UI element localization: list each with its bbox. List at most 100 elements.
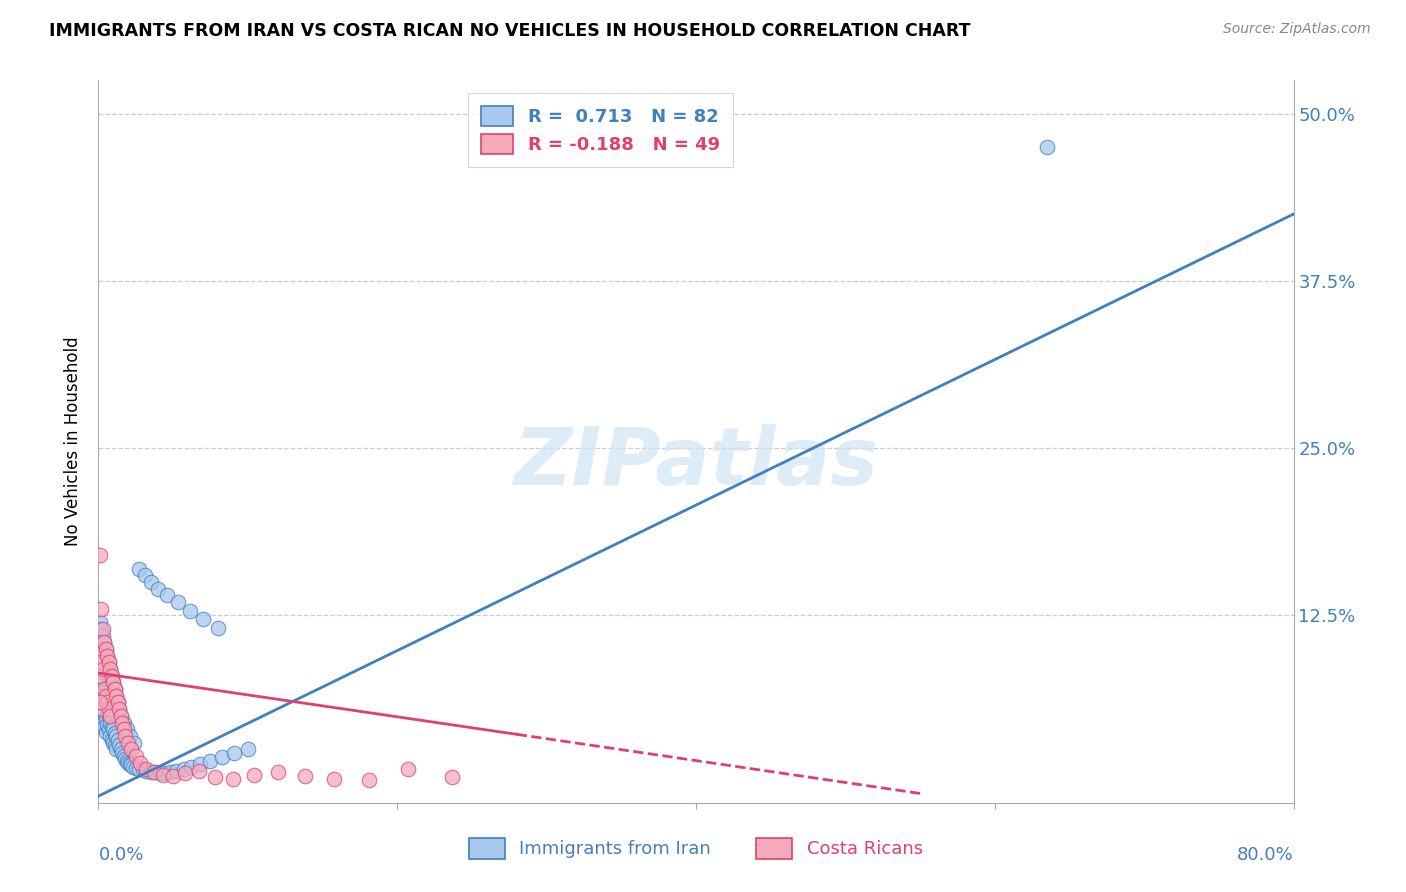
Y-axis label: No Vehicles in Household: No Vehicles in Household xyxy=(65,336,83,547)
Point xyxy=(111,715,134,730)
Point xyxy=(112,749,135,764)
Text: 0.0%: 0.0% xyxy=(98,847,143,864)
Point xyxy=(132,762,155,776)
Point xyxy=(89,696,111,710)
Point xyxy=(107,696,129,710)
Point xyxy=(90,689,112,703)
Point xyxy=(98,729,122,743)
Point xyxy=(98,708,122,723)
Point xyxy=(112,723,135,737)
Point xyxy=(149,766,172,780)
Point xyxy=(152,767,174,781)
Point xyxy=(200,755,222,769)
Point xyxy=(105,689,128,703)
Point xyxy=(125,749,148,764)
Point xyxy=(111,746,134,760)
Point xyxy=(156,589,179,603)
Point xyxy=(89,671,111,685)
Point xyxy=(91,702,114,716)
Text: IMMIGRANTS FROM IRAN VS COSTA RICAN NO VEHICLES IN HOUSEHOLD CORRELATION CHART: IMMIGRANTS FROM IRAN VS COSTA RICAN NO V… xyxy=(49,22,970,40)
Point xyxy=(105,729,128,743)
Point xyxy=(97,723,120,737)
Point xyxy=(114,751,136,765)
Point xyxy=(128,562,150,576)
Point xyxy=(357,772,380,788)
Point xyxy=(96,648,118,663)
Point xyxy=(188,756,211,771)
Point xyxy=(97,655,120,669)
Point xyxy=(135,764,157,778)
Point xyxy=(174,766,197,780)
Point xyxy=(224,746,246,760)
Point xyxy=(107,696,129,710)
Point xyxy=(97,655,120,669)
Point xyxy=(117,756,139,770)
Point xyxy=(89,642,111,657)
Point xyxy=(91,622,114,636)
Point xyxy=(104,739,127,753)
Point xyxy=(96,648,118,663)
Point xyxy=(91,715,114,730)
Point xyxy=(94,724,117,739)
Point xyxy=(118,729,141,743)
Point xyxy=(94,712,117,726)
Point xyxy=(93,681,115,696)
Point xyxy=(142,765,165,780)
Point xyxy=(90,696,112,710)
Point xyxy=(179,605,201,619)
Point xyxy=(173,762,195,776)
Point xyxy=(103,723,125,737)
Point xyxy=(105,689,128,703)
Point xyxy=(166,595,188,609)
Point xyxy=(94,642,117,657)
Point xyxy=(90,622,112,636)
Point xyxy=(115,723,138,737)
Point xyxy=(1036,140,1059,154)
Point xyxy=(267,765,290,780)
Point xyxy=(139,765,162,780)
Point xyxy=(191,613,214,627)
Point xyxy=(125,761,148,775)
Point xyxy=(101,719,124,733)
Point xyxy=(110,708,132,723)
Point xyxy=(89,615,111,630)
Point xyxy=(294,769,316,783)
Point xyxy=(104,681,127,696)
Point xyxy=(139,575,162,590)
Point xyxy=(98,662,122,676)
Point xyxy=(101,669,124,683)
Point xyxy=(89,548,111,563)
Point xyxy=(211,750,233,764)
Point xyxy=(90,655,112,669)
Text: ZIPatlas: ZIPatlas xyxy=(513,425,879,502)
Point xyxy=(94,696,117,710)
Point xyxy=(165,764,187,778)
Point xyxy=(93,719,115,733)
Point xyxy=(91,628,114,642)
Point xyxy=(93,706,115,721)
Point xyxy=(93,689,115,703)
Point xyxy=(441,771,464,785)
Point xyxy=(105,742,128,756)
Point xyxy=(129,756,152,770)
Point xyxy=(103,735,125,749)
Point xyxy=(101,733,124,747)
Point xyxy=(148,582,170,596)
Point xyxy=(98,715,122,730)
Point xyxy=(121,760,143,774)
Point xyxy=(110,742,132,756)
Point xyxy=(143,765,166,780)
Point xyxy=(97,702,120,716)
Point xyxy=(89,669,111,683)
Point xyxy=(108,702,131,716)
Point xyxy=(110,708,132,723)
Point xyxy=(93,635,115,649)
Point xyxy=(396,762,419,776)
Point xyxy=(94,689,117,703)
Point xyxy=(98,662,122,676)
Point xyxy=(107,733,129,747)
Point xyxy=(124,735,146,749)
Point xyxy=(120,742,142,756)
Point xyxy=(180,760,202,774)
Point xyxy=(115,755,138,769)
